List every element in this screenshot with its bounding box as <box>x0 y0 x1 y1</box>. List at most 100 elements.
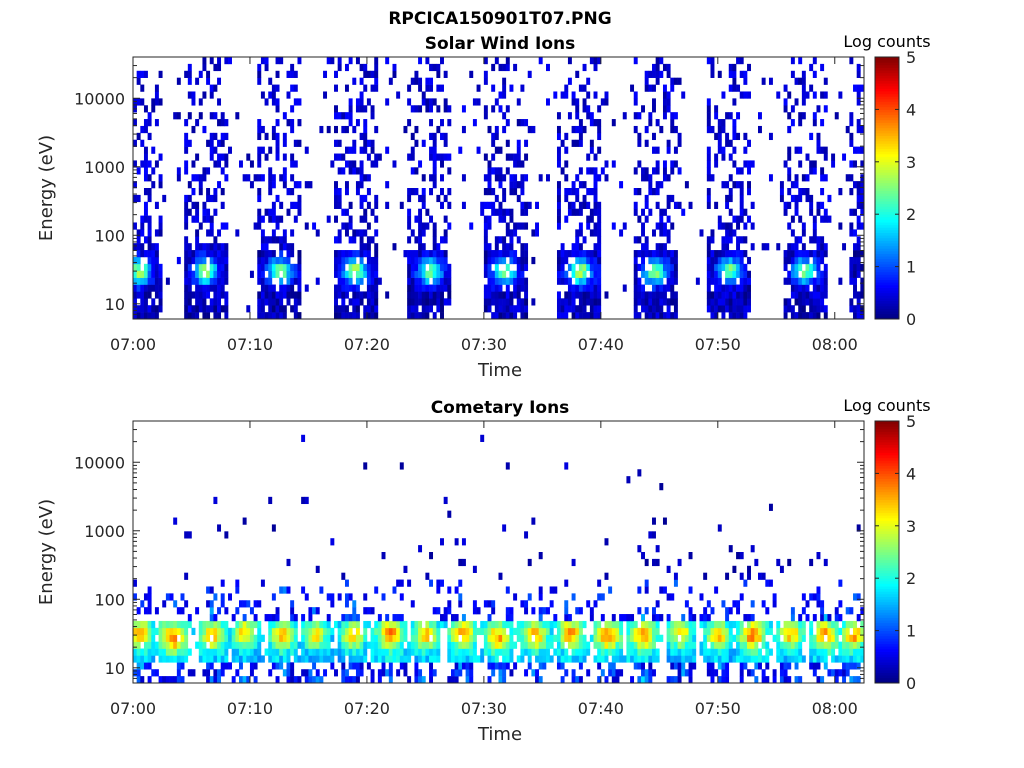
spectrogram-cell <box>286 256 291 265</box>
spectrogram-cell <box>487 243 492 251</box>
spectrogram-cell <box>706 236 711 244</box>
spectrogram-cell <box>432 634 437 642</box>
spectrogram-cell <box>805 256 810 265</box>
spectrogram-cell <box>366 70 371 78</box>
spectrogram-cell <box>487 256 492 265</box>
spectrogram-cell <box>133 579 137 587</box>
spectrogram-cell <box>323 70 328 78</box>
spectrogram-cell <box>765 627 770 636</box>
spectrogram-cell <box>366 305 371 313</box>
spectrogram-cell <box>633 167 638 175</box>
spectrogram-cell <box>593 222 598 230</box>
spectrogram-cell <box>637 263 642 272</box>
spectrogram-cell <box>710 298 715 306</box>
spectrogram-cell <box>626 641 631 649</box>
spectrogram-cell <box>458 593 463 601</box>
spectrogram-cell <box>673 634 678 642</box>
spectrogram-cell <box>209 250 214 258</box>
spectrogram-cell <box>136 98 141 106</box>
spectrogram-cell <box>407 641 412 649</box>
spectrogram-cell <box>202 91 207 99</box>
spectrogram-cell <box>582 634 587 642</box>
spectrogram-cell <box>228 593 232 601</box>
spectrogram-cell <box>140 98 145 106</box>
spectrogram-cell <box>820 607 825 615</box>
spectrogram-cell <box>264 132 269 141</box>
spectrogram-cell <box>330 655 335 663</box>
spectrogram-cell <box>502 194 507 203</box>
spectrogram-cell <box>454 614 459 622</box>
colorbar-segment <box>875 127 899 131</box>
spectrogram-cell <box>732 600 737 608</box>
spectrogram-cell <box>326 57 331 65</box>
spectrogram-cell <box>352 662 357 670</box>
spectrogram-cell <box>381 627 386 636</box>
spectrogram-cell <box>816 552 821 560</box>
spectrogram-cell <box>644 236 649 244</box>
spectrogram-cell <box>425 84 430 92</box>
colorbar-segment <box>875 656 899 660</box>
spectrogram-cell <box>308 648 313 656</box>
spectrogram-cell <box>377 641 382 649</box>
spectrogram-cell <box>348 119 353 127</box>
colorbar-segment <box>875 227 899 231</box>
spectrogram-cell <box>747 298 751 306</box>
spectrogram-cell <box>790 620 795 629</box>
spectrogram-cell <box>293 98 298 106</box>
spectrogram-cell <box>842 676 847 684</box>
spectrogram-cell <box>728 620 733 629</box>
colorbar-tick-label: 3 <box>906 153 916 172</box>
spectrogram-cell <box>483 263 488 272</box>
spectrogram-cell <box>209 146 214 154</box>
spectrogram-cell <box>480 434 485 442</box>
spectrogram-cell <box>308 607 313 615</box>
spectrogram-cell <box>593 305 598 313</box>
spectrogram-cell <box>535 634 540 642</box>
spectrogram-cell <box>341 572 346 580</box>
spectrogram-cell <box>582 263 587 272</box>
spectrogram-cell <box>432 655 437 663</box>
spectrogram-cell <box>714 298 719 306</box>
spectrogram-cell <box>652 648 656 656</box>
spectrogram-cell <box>538 586 543 594</box>
colorbar-segment <box>875 646 899 650</box>
spectrogram-cell <box>286 586 291 594</box>
spectrogram-cell <box>297 256 302 265</box>
spectrogram-cell <box>706 263 711 272</box>
spectrogram-cell <box>472 641 477 649</box>
spectrogram-cell <box>578 270 583 278</box>
spectrogram-cell <box>359 236 364 244</box>
spectrogram-cell <box>312 222 317 230</box>
spectrogram-cell <box>772 634 777 642</box>
spectrogram-cell <box>253 634 258 642</box>
spectrogram-cell <box>509 620 514 629</box>
spectrogram-cell <box>560 676 565 684</box>
spectrogram-cell <box>472 119 477 127</box>
spectrogram-cell <box>772 593 777 601</box>
spectrogram-cell <box>765 676 770 684</box>
colorbar-segment <box>875 201 899 205</box>
spectrogram-cell <box>165 648 170 656</box>
spectrogram-cell <box>410 600 415 608</box>
spectrogram-cell <box>206 77 211 85</box>
spectrogram-cell <box>524 277 529 285</box>
spectrogram-cell <box>860 291 865 299</box>
spectrogram-cell <box>611 160 616 168</box>
spectrogram-cell <box>655 291 660 299</box>
spectrogram-cell <box>747 648 751 656</box>
spectrogram-cell <box>783 305 788 313</box>
spectrogram-cell <box>666 250 671 258</box>
spectrogram-cell <box>571 648 576 656</box>
spectrogram-cell <box>429 63 434 72</box>
spectrogram-cell <box>725 676 730 684</box>
spectrogram-cell <box>652 669 656 677</box>
spectrogram-cell <box>619 634 624 642</box>
spectrogram-cell <box>334 620 338 629</box>
spectrogram-cell <box>721 181 726 189</box>
spectrogram-cell <box>524 669 529 677</box>
spectrogram-cell <box>589 188 594 196</box>
spectrogram-cell <box>732 181 737 189</box>
spectrogram-cell <box>783 627 788 636</box>
spectrogram-cell <box>429 270 434 278</box>
